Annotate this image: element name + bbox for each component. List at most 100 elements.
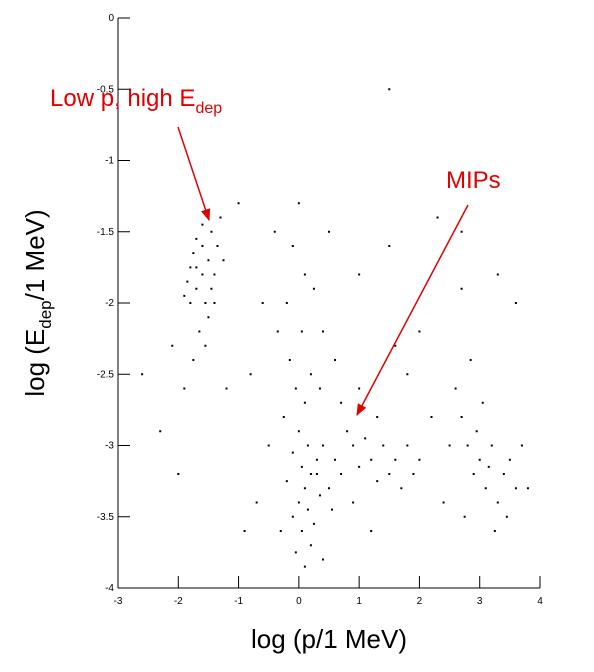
point [460, 416, 463, 418]
point [207, 316, 210, 319]
point [394, 344, 397, 347]
point [394, 458, 397, 461]
point [291, 245, 294, 247]
point [222, 259, 225, 262]
point [201, 245, 204, 247]
point [189, 266, 192, 269]
point [448, 444, 451, 447]
point [195, 266, 198, 269]
point [376, 480, 379, 483]
point [520, 444, 523, 447]
point [318, 387, 321, 390]
point [340, 401, 343, 404]
x-tick-label: -2 [174, 596, 183, 607]
point [328, 487, 330, 490]
point [318, 494, 321, 497]
point [358, 273, 361, 276]
point [436, 216, 439, 219]
point [412, 473, 415, 475]
point [207, 259, 210, 262]
point [294, 387, 297, 390]
point [376, 416, 379, 418]
point [487, 465, 490, 468]
x-tick-label: 1 [356, 596, 362, 607]
point [141, 373, 144, 376]
point [463, 515, 466, 518]
point [204, 344, 207, 347]
point [294, 551, 297, 554]
point [460, 230, 463, 233]
point [276, 330, 279, 333]
point [303, 565, 306, 568]
point [300, 465, 303, 468]
point [300, 330, 303, 333]
point [418, 330, 421, 333]
point [243, 530, 246, 532]
point [352, 501, 355, 504]
point [315, 473, 318, 475]
point [334, 458, 337, 461]
point [460, 287, 463, 290]
point [321, 558, 324, 561]
y-tick-label: 0 [108, 13, 114, 24]
point [430, 416, 433, 418]
point [526, 487, 529, 490]
y-tick-label: -0.5 [97, 84, 115, 95]
point [388, 245, 391, 247]
point [288, 359, 291, 361]
point [388, 473, 391, 475]
annotation: MIPs [446, 167, 501, 194]
point [195, 287, 198, 290]
point [388, 88, 391, 91]
y-axis-label: log (Edep/1 MeV) [20, 209, 55, 396]
point [210, 287, 213, 290]
point [496, 501, 499, 504]
point [216, 245, 219, 247]
point [334, 359, 337, 361]
point [159, 430, 162, 433]
point [303, 487, 306, 490]
point [204, 302, 207, 304]
point [192, 252, 195, 255]
point [183, 387, 186, 390]
point [210, 230, 213, 233]
y-tick-label: -3.5 [97, 512, 115, 523]
y-label-main: log (E [20, 329, 50, 397]
annotation-sub: dep [195, 100, 222, 117]
point [309, 373, 312, 376]
x-tick-label: 4 [537, 596, 543, 607]
point [291, 515, 294, 518]
point [267, 444, 270, 447]
point [192, 359, 195, 361]
point [279, 530, 282, 532]
arrow [177, 126, 211, 222]
point [306, 444, 309, 447]
point [505, 515, 508, 518]
point [406, 373, 409, 376]
point [285, 480, 288, 483]
y-tick-label: -2.5 [97, 369, 115, 380]
point [285, 302, 288, 304]
point [352, 444, 355, 447]
point [478, 458, 481, 461]
point [312, 287, 315, 290]
point [249, 373, 252, 376]
annotation: Low p, high Edep [50, 85, 222, 117]
point [490, 444, 493, 447]
x-tick-label: 3 [477, 596, 483, 607]
y-tick-label: -1 [105, 156, 114, 167]
point [469, 359, 472, 361]
point [297, 202, 300, 205]
point [346, 430, 349, 433]
x-tick-label: 2 [417, 596, 423, 607]
point [201, 273, 204, 276]
points [141, 88, 529, 568]
point [370, 530, 373, 532]
point [201, 223, 204, 226]
point [466, 444, 469, 447]
point [331, 508, 334, 511]
point [309, 544, 312, 547]
point [475, 430, 478, 433]
point [306, 508, 309, 511]
